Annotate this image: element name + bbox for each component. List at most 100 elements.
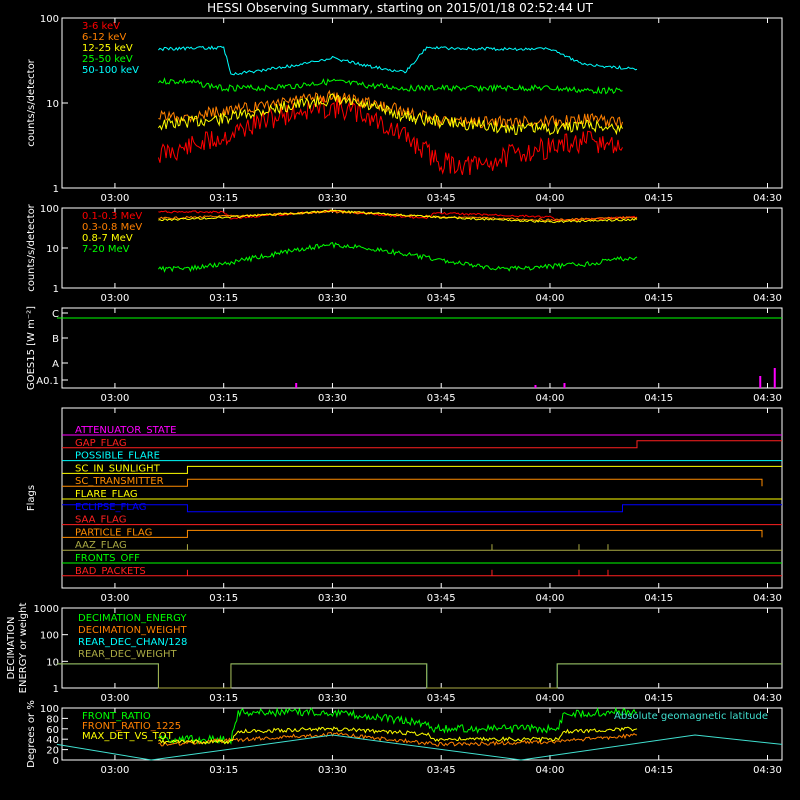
x-tick-label: 03:15 [209,293,238,304]
legend-entry: DECIMATION_WEIGHT [78,625,187,636]
x-tick-label: 04:15 [644,393,673,404]
x-tick-label: 04:00 [536,765,565,776]
x-tick-label: 04:00 [536,293,565,304]
legend-entry: 50-100 keV [82,65,139,76]
y-tick-label: 10 [46,657,59,668]
flag-label: GAP_FLAG [75,438,127,449]
series-line [158,731,638,747]
series-line [157,97,623,176]
x-tick-label: 03:00 [101,693,130,704]
legend-entry: 3-6 keV [82,21,120,32]
series-line [158,77,623,95]
x-tick-label: 03:30 [318,693,347,704]
y-tick-label: 1 [53,184,59,195]
flag-label: ECLIPSE_FLAG [75,502,146,513]
x-tick-label: 03:45 [427,693,456,704]
y-tick-label: A0.1 [36,376,59,387]
x-tick-label: 03:15 [209,193,238,204]
x-tick-label: 04:15 [644,293,673,304]
x-tick-label: 03:15 [209,393,238,404]
y-axis-label: ENERGY or weight [18,603,29,694]
legend-entry: 25-50 keV [82,54,133,65]
legend-entry: 12-25 keV [82,43,133,54]
flag-label: AAZ_FLAG [75,540,127,551]
series-line [158,45,638,76]
x-tick-label: 03:00 [101,593,130,604]
x-tick-label: 04:30 [753,593,782,604]
y-axis-label: counts/s/detector [26,58,37,146]
flag-line [62,529,763,538]
legend-entry: 6-12 keV [82,32,126,43]
legend-entry: 0.3-0.8 MeV [82,222,142,233]
x-tick-label: 04:30 [753,393,782,404]
x-tick-label: 03:15 [209,765,238,776]
x-tick-label: 03:30 [318,393,347,404]
flag-label: SAA_FLAG [75,515,126,526]
x-tick-label: 03:30 [318,765,347,776]
y-axis-label: counts/s/detector [26,203,37,291]
y-tick-label: 100 [40,631,59,642]
series-line [158,210,638,222]
y-tick-label: 60 [46,725,59,736]
x-tick-label: 03:30 [318,193,347,204]
y-tick-label: C [52,309,59,320]
legend-entry: MAX_DET_VS_TOT [82,731,174,742]
x-tick-label: 03:30 [318,593,347,604]
x-tick-label: 03:15 [209,593,238,604]
x-tick-label: 04:30 [753,193,782,204]
series-line [158,209,638,224]
panel-frame-ratios [61,707,783,761]
y-tick-label: 40 [46,735,59,746]
flag-line [62,478,763,487]
series-line [158,241,638,273]
panel-frame-decimation [61,607,783,689]
flag-label: BAD_PACKETS [75,566,146,577]
panel-frame-flags [61,407,783,589]
series-line [56,663,782,689]
flag-label: PARTICLE_FLAG [75,527,152,538]
legend-entry: 7-20 MeV [82,244,130,255]
flag-line [62,440,782,449]
x-tick-label: 04:00 [536,193,565,204]
x-tick-label: 03:00 [101,293,130,304]
y-axis-label: Degrees or % [26,700,37,768]
panel-frame-goes [61,307,783,389]
x-tick-label: 04:00 [536,693,565,704]
series-line [56,663,782,689]
x-tick-label: 03:00 [101,193,130,204]
y-tick-label: 80 [46,714,59,725]
y-tick-label: 20 [46,746,59,757]
series-line [158,706,638,745]
legend-entry: REAR_DEC_WEIGHT [78,649,177,660]
y-axis-label: Flags [26,485,37,511]
x-tick-label: 04:00 [536,593,565,604]
legend-entry: 0.8-7 MeV [82,233,133,244]
x-tick-label: 04:00 [536,393,565,404]
legend-entry: REAR_DEC_CHAN/128 [78,637,187,648]
y-tick-label: 10 [46,99,59,110]
x-tick-label: 03:30 [318,293,347,304]
y-axis-label: DECIMATION [6,616,17,679]
flag-label: FRONTS_OFF [75,553,140,564]
y-tick-label: 0 [53,756,59,767]
y-tick-label: 10 [46,244,59,255]
y-tick-label: A [52,359,59,370]
flag-line [62,465,782,474]
x-tick-label: 03:45 [427,293,456,304]
flag-label: POSSIBLE_FLARE [75,451,160,462]
latitude-annotation: Absolute geomagnetic latitude [614,711,768,722]
x-tick-label: 03:00 [101,393,130,404]
legend-entry: FRONT_RATIO_1225 [82,721,181,732]
panel-frame-counts_high [61,207,783,289]
flag-label: SC_IN_SUNLIGHT [75,463,161,474]
y-tick-label: 100 [40,204,59,215]
flag-label: ATTENUATOR_STATE [75,425,176,436]
legend-entry: DECIMATION_ENERGY [78,613,187,624]
y-tick-label: 1000 [34,604,59,615]
latitude-line [56,734,783,761]
x-tick-label: 03:00 [101,765,130,776]
y-tick-label: 1 [53,284,59,295]
x-tick-label: 04:15 [644,593,673,604]
